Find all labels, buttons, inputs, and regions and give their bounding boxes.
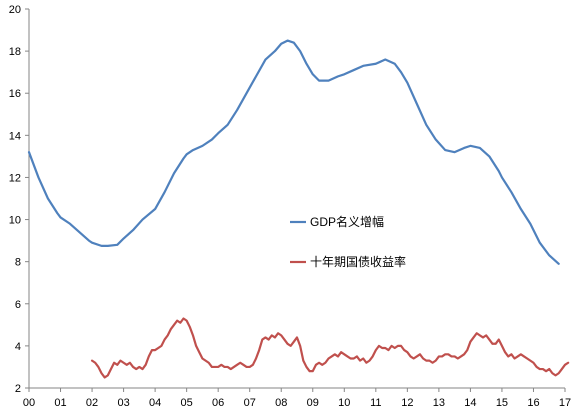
x-tick-label: 14 xyxy=(464,397,476,409)
y-tick-label: 10 xyxy=(9,215,21,227)
legend-label: GDP名义增幅 xyxy=(310,214,384,229)
x-tick-label: 04 xyxy=(149,397,161,409)
y-tick-label: 14 xyxy=(9,130,21,142)
series-line-gdp xyxy=(27,39,560,265)
axes xyxy=(28,9,565,389)
x-tick-label: 05 xyxy=(181,397,193,409)
series-line-bond-yield xyxy=(90,317,570,379)
x-tick-label: 12 xyxy=(401,397,413,409)
y-tick-label: 8 xyxy=(15,257,21,269)
y-tick-label: 4 xyxy=(15,341,21,353)
x-tick-label: 13 xyxy=(433,397,445,409)
x-tick-label: 17 xyxy=(559,397,571,409)
x-tick-label: 10 xyxy=(338,397,350,409)
series-layer xyxy=(27,39,570,379)
x-tick-label: 11 xyxy=(370,397,381,409)
x-tick-label: 15 xyxy=(496,397,508,409)
y-tick-label: 6 xyxy=(15,299,21,311)
x-tick-label: 00 xyxy=(23,397,35,409)
x-tick-label: 03 xyxy=(117,397,129,409)
y-tick-label: 2 xyxy=(15,383,21,395)
y-tick-label: 12 xyxy=(9,172,21,184)
x-tick-label: 06 xyxy=(212,397,224,409)
y-tick-labels: 2 4 6 8 10 12 14 16 18 20 xyxy=(9,4,29,395)
y-tick-label: 20 xyxy=(9,4,21,16)
x-tick-label: 16 xyxy=(527,397,539,409)
y-tick-label: 18 xyxy=(9,46,21,58)
x-tick-label: 08 xyxy=(275,397,287,409)
x-tick-labels: 00 01 02 03 04 05 06 07 08 09 10 11 12 13 14 15 16 17 xyxy=(23,388,571,409)
x-tick-label: 01 xyxy=(54,397,66,409)
x-tick-label: 07 xyxy=(244,397,256,409)
x-tick-label: 02 xyxy=(86,397,98,409)
x-tick-label: 09 xyxy=(307,397,319,409)
legend-label: 十年期国债收益率 xyxy=(310,254,406,269)
y-tick-label: 16 xyxy=(9,88,21,100)
